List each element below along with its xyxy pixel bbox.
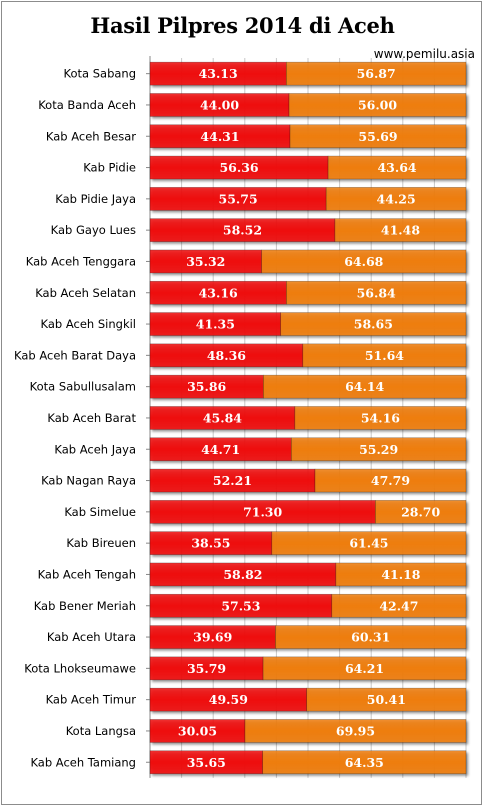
category-label: Kab Aceh Barat Daya <box>14 348 136 362</box>
category-label: Kab Aceh Barat <box>47 411 136 425</box>
data-label: 35.79 <box>187 661 226 676</box>
data-label: 45.84 <box>203 410 242 425</box>
category-label: Kab Nagan Raya <box>41 474 136 488</box>
category-label: Kab Aceh Tamiang <box>30 755 136 769</box>
bar-segment <box>285 61 467 86</box>
data-label: 28.70 <box>401 504 440 519</box>
category-label: Kab Gayo Lues <box>51 223 136 237</box>
category-label: Kab Aceh Tenggara <box>26 254 136 268</box>
bar-segment <box>263 374 467 399</box>
data-label: 58.82 <box>223 567 262 582</box>
data-label: 47.79 <box>371 473 410 488</box>
data-label: 64.68 <box>344 254 383 269</box>
bar-segment <box>262 750 467 775</box>
bar-segment <box>302 343 467 368</box>
chart-title: Hasil Pilpres 2014 di Aceh <box>90 13 395 38</box>
data-label: 41.18 <box>381 567 420 582</box>
bar-segment <box>244 719 467 743</box>
data-label: 64.35 <box>345 755 384 770</box>
data-label: 44.71 <box>201 442 240 457</box>
bar-segment <box>314 468 467 493</box>
bar-segment <box>289 124 467 149</box>
category-label: Kab Aceh Selatan <box>35 286 136 300</box>
bar-segment <box>290 437 467 462</box>
category-label: Kota Langsa <box>66 724 136 738</box>
bar-segment <box>325 187 467 211</box>
data-label: 55.29 <box>359 442 398 457</box>
category-label: Kab Pidie <box>83 161 136 175</box>
category-label: Kab Aceh Besar <box>46 129 136 143</box>
data-label: 43.13 <box>199 66 238 81</box>
data-label: 56.87 <box>357 66 396 81</box>
data-label: 54.16 <box>361 410 400 425</box>
category-label: Kab Aceh Timur <box>46 693 137 707</box>
data-label: 49.59 <box>209 692 248 707</box>
bar-segment <box>275 625 467 649</box>
data-label: 56.36 <box>219 160 258 175</box>
bar-segment <box>286 280 467 305</box>
data-label: 48.36 <box>207 348 246 363</box>
category-label: Kota Sabullusalam <box>30 380 136 394</box>
category-label: Kab Bireuen <box>66 536 136 550</box>
data-label: 35.32 <box>186 254 225 269</box>
bar-segment <box>334 218 467 242</box>
data-label: 50.41 <box>367 692 406 707</box>
category-label: Kab Simelue <box>64 505 136 519</box>
data-label: 58.52 <box>223 223 262 238</box>
data-label: 56.00 <box>358 97 397 112</box>
data-label: 30.05 <box>178 723 217 738</box>
data-label: 35.65 <box>187 755 226 770</box>
category-label: Kab Bener Meriah <box>34 599 136 613</box>
data-label: 38.55 <box>191 536 230 551</box>
bar-segment <box>335 562 467 587</box>
bar-segment <box>271 531 467 555</box>
data-label: 44.31 <box>200 129 239 144</box>
data-label: 44.25 <box>377 191 416 206</box>
category-label: Kab Aceh Singkil <box>41 317 136 331</box>
data-label: 51.64 <box>365 348 404 363</box>
data-label: 64.14 <box>345 379 384 394</box>
data-label: 55.69 <box>358 129 397 144</box>
category-label: Kab Aceh Tengah <box>38 567 136 581</box>
data-label: 58.65 <box>354 317 393 332</box>
data-label: 60.31 <box>351 630 390 645</box>
data-label: 69.95 <box>336 723 375 738</box>
data-label: 44.00 <box>200 97 239 112</box>
data-label: 71.30 <box>243 504 282 519</box>
source-label: www.pemilu.asia <box>373 47 475 61</box>
data-label: 41.35 <box>196 317 235 332</box>
data-label: 55.75 <box>219 191 258 206</box>
bar-segment <box>306 687 467 712</box>
bar-segment <box>331 593 467 618</box>
data-label: 57.53 <box>221 598 260 613</box>
category-label: Kab Aceh Jaya <box>54 442 136 456</box>
data-label: 61.45 <box>349 536 388 551</box>
data-label: 42.47 <box>379 598 418 613</box>
bar-segment <box>288 93 467 117</box>
category-label: Kota Banda Aceh <box>38 98 136 112</box>
bar-segment <box>280 312 467 336</box>
data-label: 43.16 <box>199 285 238 300</box>
category-label: Kab Pidie Jaya <box>55 192 136 206</box>
data-label: 64.21 <box>345 661 384 676</box>
category-label: Kota Lhokseumawe <box>24 661 136 675</box>
bar-segment <box>262 656 467 681</box>
category-label: Kab Aceh Utara <box>47 630 136 644</box>
bar-segment <box>294 406 467 430</box>
bar-segment <box>375 500 467 524</box>
data-label: 39.69 <box>193 630 232 645</box>
data-label: 35.86 <box>187 379 226 394</box>
category-label: Kota Sabang <box>64 67 137 81</box>
data-label: 56.84 <box>357 285 396 300</box>
data-label: 43.64 <box>377 160 416 175</box>
bar-segment <box>261 249 467 274</box>
data-label: 41.48 <box>381 223 420 238</box>
bar-segment <box>327 155 467 180</box>
data-label: 52.21 <box>213 473 252 488</box>
